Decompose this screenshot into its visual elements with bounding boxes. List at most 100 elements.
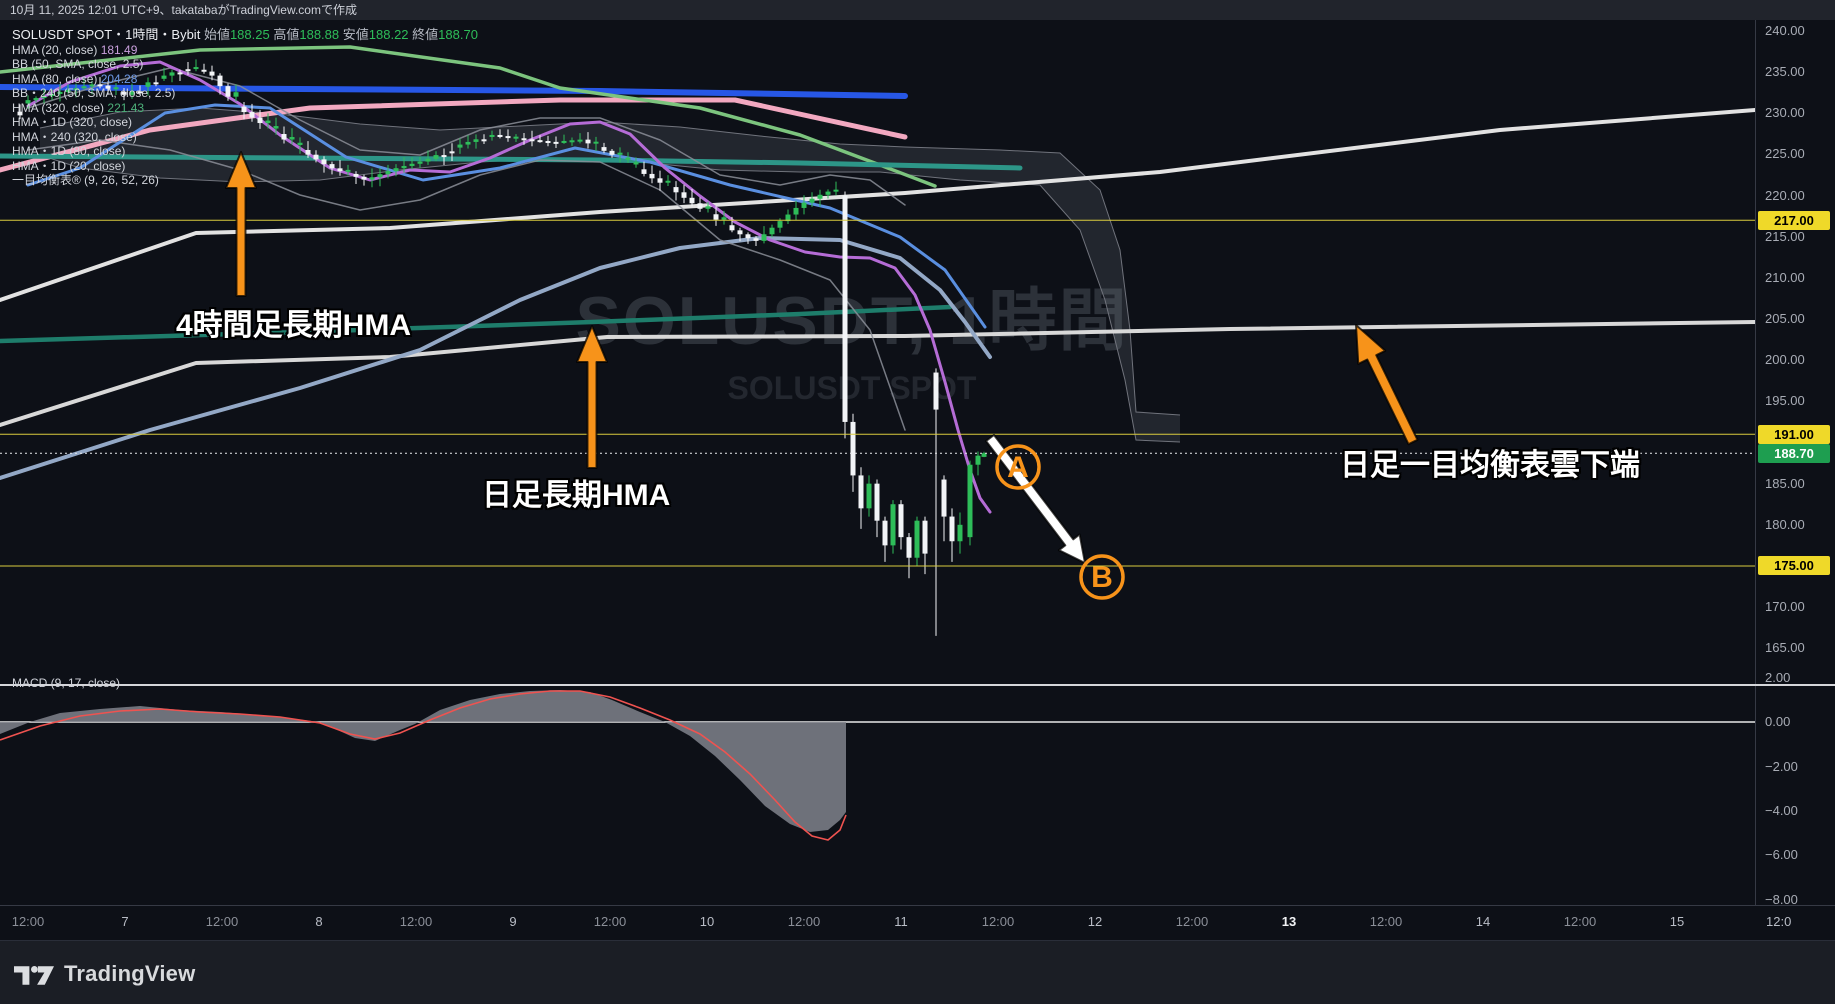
indicator-line-hma-1d-320-pink bbox=[0, 97, 908, 173]
annotation-4h-hma[interactable]: 4時間足長期HMA bbox=[176, 309, 412, 342]
candle-body bbox=[949, 516, 955, 542]
time-tick-12:00-28[interactable]: 12:00 bbox=[11, 914, 45, 929]
time-tick-12:00-1386[interactable]: 12:00 bbox=[1369, 914, 1403, 929]
indicator-line-bb-lower-gray bbox=[27, 139, 906, 431]
time-tick-12:00-1580[interactable]: 12:00 bbox=[1563, 914, 1597, 929]
candle-body bbox=[625, 157, 631, 160]
candle-body bbox=[265, 120, 271, 124]
price-tick-230: 230.00 bbox=[1765, 105, 1805, 121]
time-axis[interactable]: 12:00 7 12:00 8 12:00 9 12:00 10 12:00 11 12:00 12 1… bbox=[0, 905, 1835, 940]
time-tick-7-125[interactable]: 7 bbox=[121, 914, 129, 929]
macd-legend: MACD (9, 17, close) bbox=[12, 676, 121, 690]
candle-body bbox=[521, 138, 527, 141]
candle-body bbox=[882, 520, 888, 546]
candle-body bbox=[169, 72, 175, 76]
time-tick-9-513[interactable]: 9 bbox=[509, 914, 517, 929]
candle-body bbox=[914, 520, 920, 558]
candle-body bbox=[393, 168, 399, 172]
time-tick-11-901[interactable]: 11 bbox=[894, 914, 908, 929]
candle-body bbox=[209, 71, 215, 76]
price-tick-205: 205.00 bbox=[1765, 311, 1805, 327]
pane-divider[interactable] bbox=[0, 684, 1835, 686]
price-label-chip-191.00[interactable]: 191.00 bbox=[1758, 424, 1830, 444]
candle-body bbox=[941, 479, 947, 517]
candle-body bbox=[313, 154, 319, 160]
price-tick-170: 170.00 bbox=[1765, 599, 1805, 615]
candle-body bbox=[850, 421, 856, 476]
time-tick-10-707[interactable]: 10 bbox=[699, 914, 715, 929]
candle-body bbox=[529, 139, 535, 142]
candle-body bbox=[777, 221, 783, 228]
arrow-daily-hma[interactable] bbox=[576, 325, 608, 469]
price-tick-200: 200.00 bbox=[1765, 352, 1805, 368]
price-label-chip-188.70[interactable]: 188.70 bbox=[1758, 443, 1830, 463]
annotation-daily-hma[interactable]: 日足長期HMA bbox=[482, 479, 671, 512]
candle-body bbox=[817, 194, 823, 199]
candle-body bbox=[201, 69, 207, 72]
candle-body bbox=[601, 147, 607, 151]
candle-body bbox=[257, 117, 263, 124]
candle-body bbox=[833, 189, 839, 192]
candle-body bbox=[681, 192, 687, 198]
candle-body bbox=[177, 72, 183, 75]
candle-body bbox=[65, 90, 71, 93]
candle-body bbox=[513, 136, 519, 139]
arrow-4h-hma[interactable] bbox=[225, 151, 257, 297]
price-tick-220: 220.00 bbox=[1765, 187, 1805, 203]
time-tick-12:00-222[interactable]: 12:00 bbox=[205, 914, 239, 929]
tradingview-brand[interactable]: TradingView bbox=[14, 959, 195, 989]
clock-corner[interactable]: 12:0 bbox=[1766, 914, 1792, 929]
candle-body bbox=[329, 164, 335, 169]
time-tick-12:00-998[interactable]: 12:00 bbox=[981, 914, 1015, 929]
candle-body bbox=[345, 169, 351, 172]
time-tick-12:00-1192[interactable]: 12:00 bbox=[1175, 914, 1209, 929]
price-tick-180: 180.00 bbox=[1765, 516, 1805, 532]
candle-body bbox=[49, 93, 55, 97]
candle-body bbox=[809, 198, 815, 203]
candle-body bbox=[225, 86, 231, 97]
candle-body bbox=[457, 144, 463, 148]
time-tick-12-1095[interactable]: 12 bbox=[1087, 914, 1103, 929]
price-tick-235: 235.00 bbox=[1765, 64, 1805, 80]
chart-canvas[interactable]: AB bbox=[0, 20, 1755, 905]
price-axis[interactable]: 240.00 235.00 230.00 225.00 220.00 215.00 210.… bbox=[1755, 20, 1835, 907]
marker-circle-B[interactable] bbox=[1079, 554, 1125, 600]
time-tick-8-319[interactable]: 8 bbox=[315, 914, 323, 929]
price-label-chip-175.00[interactable]: 175.00 bbox=[1758, 556, 1830, 576]
candle-body bbox=[105, 85, 111, 89]
time-tick-14-1483[interactable]: 14 bbox=[1475, 914, 1491, 929]
arrow-daily-cloud-bottom[interactable] bbox=[1355, 324, 1419, 446]
indicator-line-daily-cloud-bottom-white bbox=[0, 320, 1755, 427]
candle-body bbox=[465, 141, 471, 145]
candle-body bbox=[577, 139, 583, 142]
time-tick-12:00-804[interactable]: 12:00 bbox=[787, 914, 821, 929]
candle-body bbox=[505, 136, 511, 139]
time-tick-12:00-416[interactable]: 12:00 bbox=[399, 914, 433, 929]
candle-body bbox=[481, 139, 487, 142]
marker-circle-A[interactable] bbox=[995, 444, 1041, 490]
price-label-chip-217.00[interactable]: 217.00 bbox=[1758, 210, 1830, 230]
candle-body bbox=[273, 126, 279, 129]
candle-body bbox=[842, 195, 848, 422]
macd-tick-−2.00: −2.00 bbox=[1765, 759, 1798, 774]
candle-body bbox=[665, 180, 671, 183]
time-tick-13-1289[interactable]: 13 bbox=[1281, 914, 1297, 929]
candle-body bbox=[57, 91, 63, 94]
time-tick-15-1677[interactable]: 15 bbox=[1669, 914, 1685, 929]
candle-body bbox=[33, 98, 39, 101]
candle-body bbox=[858, 475, 864, 509]
annotation-daily-cloud-bottom[interactable]: 日足一目均衡表雲下端 bbox=[1340, 449, 1640, 482]
attribution-bar: 10月 11, 2025 12:01 UTC+9、takatabaがTradin… bbox=[0, 0, 1835, 20]
marker-label-B: B bbox=[1091, 561, 1113, 594]
macd-tick-0.00: 0.00 bbox=[1765, 714, 1791, 729]
candle-body bbox=[657, 178, 663, 183]
candle-body bbox=[617, 152, 623, 155]
candle-body bbox=[975, 455, 981, 465]
bottom-toolbar: TradingView bbox=[0, 940, 1835, 1004]
candle-body bbox=[25, 100, 31, 104]
candle-body bbox=[874, 483, 880, 521]
time-tick-12:00-610[interactable]: 12:00 bbox=[593, 914, 627, 929]
candle-body bbox=[17, 111, 23, 116]
candle-body bbox=[537, 140, 543, 143]
